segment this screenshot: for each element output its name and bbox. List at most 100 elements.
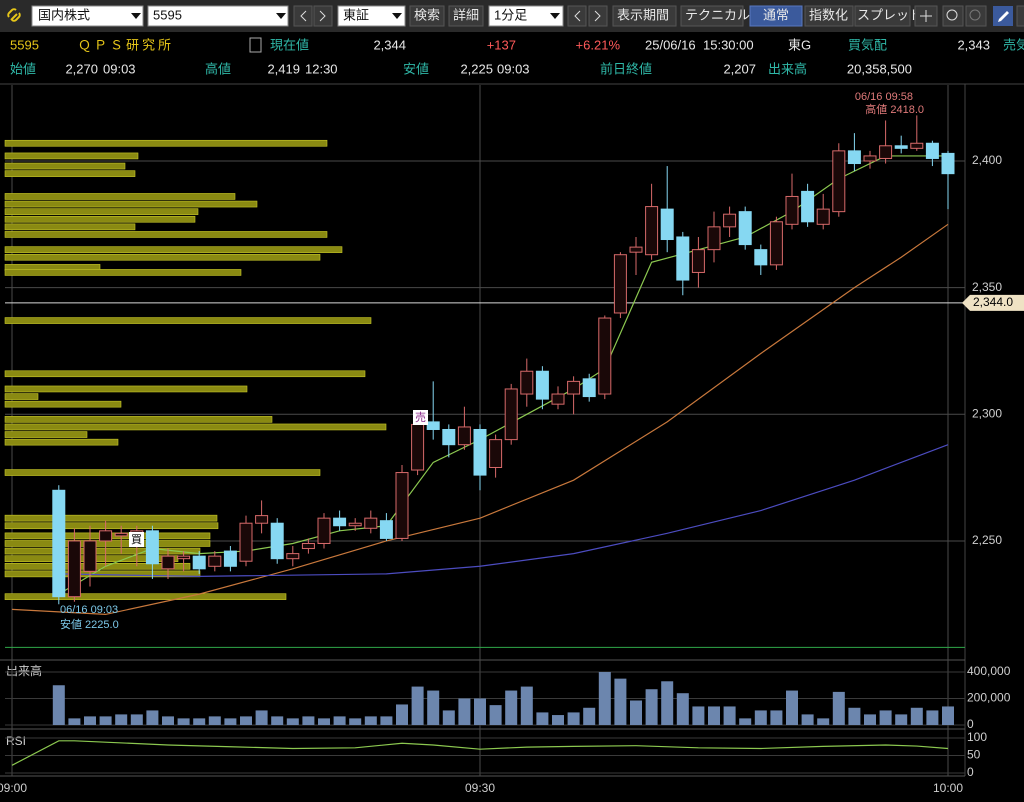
volume-bar [926, 710, 939, 725]
candle-body [910, 142, 924, 149]
value: 2,343 [957, 37, 990, 52]
candle-body [395, 472, 409, 539]
volume-bar [520, 686, 533, 725]
volume-bar [84, 716, 96, 725]
spread-button[interactable] [854, 5, 911, 27]
next-button[interactable] [588, 5, 608, 27]
volume-bar [536, 712, 549, 725]
interval-select[interactable] [488, 5, 564, 27]
volume-bar [770, 710, 783, 725]
candle-body [832, 150, 846, 213]
volume-bar [942, 706, 954, 725]
volume-profile-bar [4, 193, 236, 200]
volume-profile-bar [4, 385, 248, 393]
candle-body [629, 246, 643, 253]
technical-button[interactable] [680, 5, 744, 27]
candle-body [723, 213, 737, 228]
panel-title: 出来高 [6, 663, 42, 678]
pencil-icon [998, 11, 1009, 22]
y-tick-label: 2,300 [972, 406, 1002, 420]
volume-profile-bar [4, 562, 191, 570]
normal-button[interactable] [749, 5, 803, 27]
period-button[interactable] [612, 5, 677, 27]
volume-bar [427, 690, 440, 725]
y-tick-label: 400,000 [967, 664, 1011, 678]
y-tick-label: 50 [967, 748, 981, 762]
candle-body [301, 542, 315, 550]
candle-body [863, 155, 877, 162]
volume-bar [567, 712, 580, 725]
volume-profile-bar [4, 246, 343, 253]
x-tick-label: 10:00 [933, 781, 963, 795]
candle-body [99, 530, 113, 542]
period-text: 表示期間 [617, 7, 669, 22]
volume-bar [318, 718, 330, 725]
candle-body [270, 522, 284, 560]
volume-bar [193, 718, 206, 725]
code-input[interactable] [147, 5, 289, 27]
index-text: 指数化 [809, 7, 848, 22]
volume-profile-bar [4, 253, 321, 261]
volume-bar [458, 698, 471, 725]
high-note: 高値 2418.0 [865, 102, 924, 116]
candle-body [738, 211, 752, 246]
label: 高値 [205, 61, 231, 76]
prev-button[interactable] [293, 5, 313, 27]
search-text: 検索 [414, 7, 440, 22]
prev-button[interactable] [567, 5, 587, 27]
candle-body [457, 426, 471, 446]
y-tick-label: 0 [967, 765, 974, 779]
candle-body [333, 517, 347, 527]
value: +137 [487, 37, 516, 52]
volume-bar [708, 706, 720, 725]
value: 12:30 [305, 61, 338, 76]
index-button[interactable] [804, 5, 854, 27]
buy-signal: 買 [131, 533, 142, 546]
volume-bar [380, 716, 393, 725]
detail-button[interactable] [448, 5, 484, 27]
volume-bar [349, 718, 362, 725]
zoom-out-button[interactable] [965, 5, 987, 27]
volume-bar [645, 689, 658, 725]
buy-signal-bg [129, 532, 144, 547]
candle-body [567, 380, 581, 395]
y-tick-label: 0 [967, 717, 974, 731]
volume-bar [676, 693, 689, 725]
exchange-select[interactable] [337, 5, 406, 27]
candle-body [208, 555, 222, 567]
volume-profile-bar [4, 200, 258, 208]
market-select[interactable] [31, 5, 144, 27]
candle-body [879, 145, 893, 159]
next-button[interactable] [313, 5, 333, 27]
high-note: 06/16 09:58 [855, 91, 913, 103]
current-price-label: 2,344.0 [973, 295, 1013, 309]
volume-bar [864, 714, 876, 725]
candle-body [785, 195, 799, 225]
more-button[interactable] [1016, 5, 1024, 27]
candle-body [801, 190, 815, 223]
candle-body [504, 388, 518, 441]
zoom-icon [969, 9, 981, 21]
volume-bar [661, 681, 674, 725]
value: 09:03 [497, 61, 530, 76]
x-tick-label: 09:30 [465, 781, 495, 795]
candle-body [676, 236, 690, 281]
volume-bar [505, 690, 518, 725]
link-icon[interactable] [7, 8, 21, 22]
volume-bar [177, 718, 190, 725]
y-tick-label: 100 [967, 730, 987, 744]
search-button[interactable] [409, 5, 445, 27]
label: 前日終値 [600, 61, 652, 76]
volume-bar [786, 690, 798, 725]
zoom-in-button[interactable] [942, 5, 964, 27]
moving-average [11, 223, 949, 616]
volume-bar [895, 714, 908, 725]
board-icon[interactable] [249, 37, 262, 53]
interval-text: 1分足 [494, 7, 527, 22]
candle-body [582, 378, 596, 398]
volume-bar [442, 710, 455, 725]
volume-bar [910, 707, 923, 725]
volume-profile-bar [4, 152, 139, 160]
normal-text: 通常 [763, 7, 789, 22]
label: 始値 [10, 61, 36, 76]
